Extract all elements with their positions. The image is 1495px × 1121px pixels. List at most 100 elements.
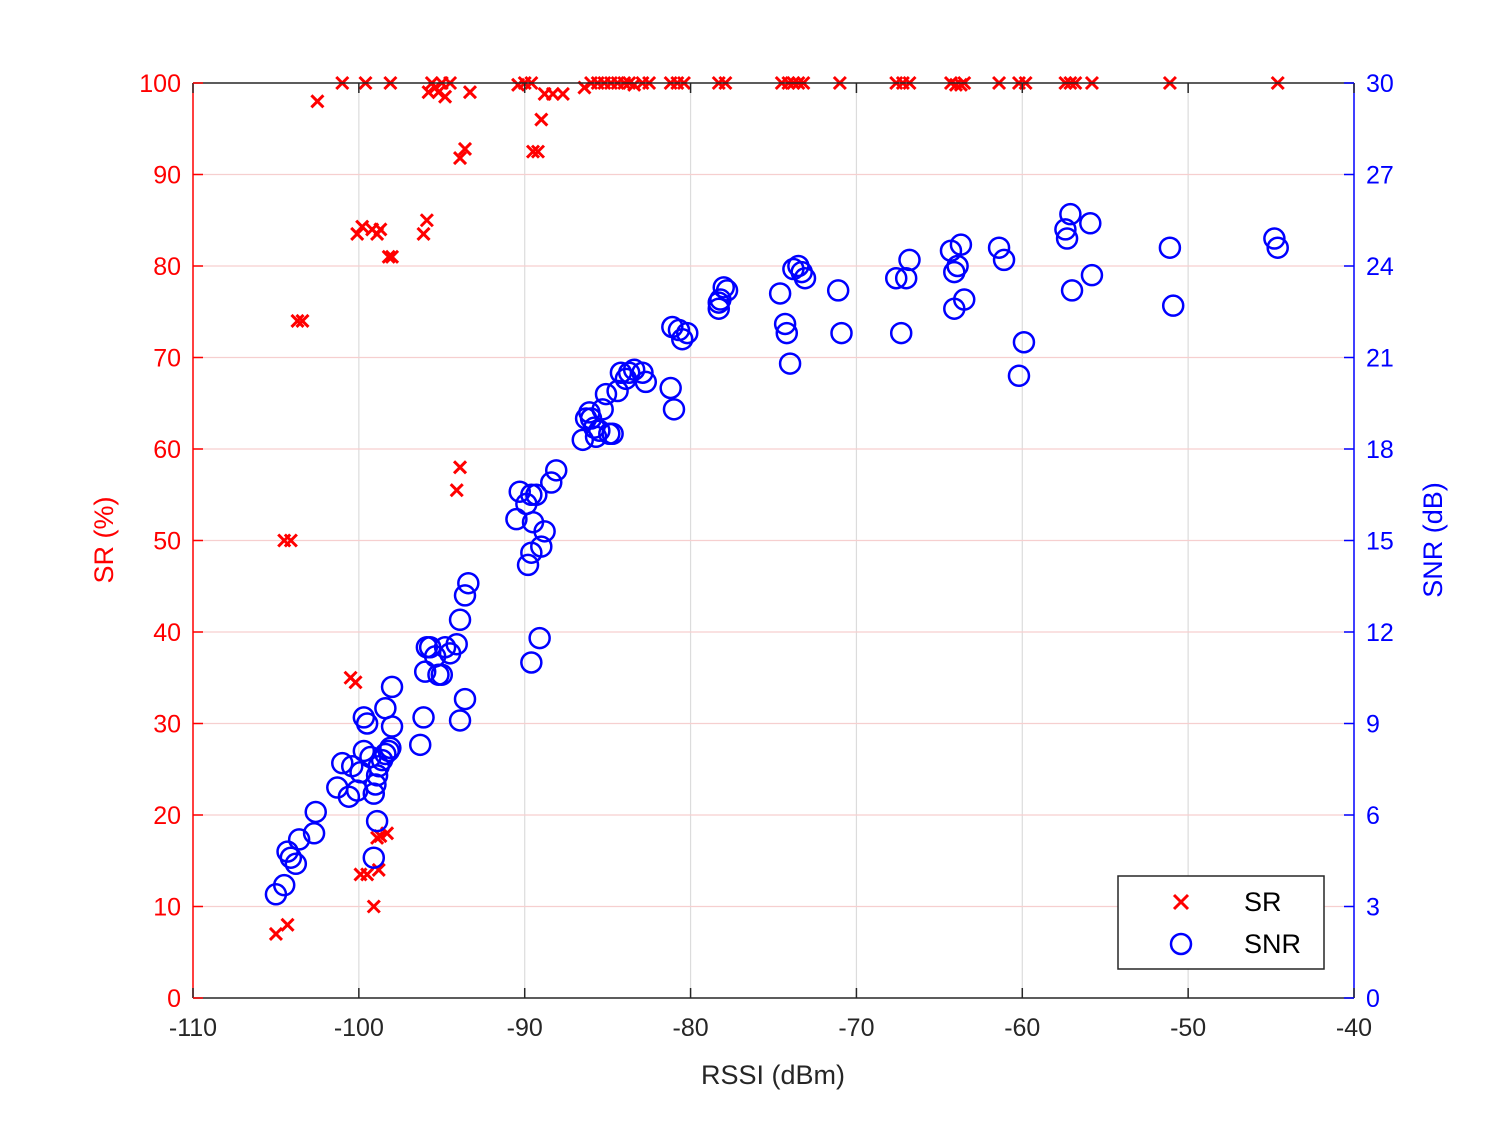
y-tick-label-left: 50 [153,528,181,556]
sr-point [525,144,541,159]
sr-point-stroke [627,77,642,92]
snr-point [826,279,850,302]
snr-point [413,660,437,683]
sr-point [449,483,464,498]
snr-point [380,675,404,699]
snr-point [884,266,908,290]
snr-point [457,571,480,595]
snr-point [445,632,468,656]
snr-point [362,846,386,869]
sr-point [348,675,363,690]
snr-point [830,321,853,345]
snr-point [617,361,641,384]
x-tick-label: -60 [1004,1014,1040,1042]
snr-point [712,276,735,299]
sr-point [280,917,295,932]
y-tick-label-right: 12 [1366,619,1394,647]
sr-point-stroke [360,867,375,882]
snr-point [662,398,686,421]
sr-point [371,862,386,877]
snr-point [379,736,402,760]
sr-point-stroke [449,483,464,498]
y-tick-label-right: 3 [1366,894,1380,922]
snr-point [365,764,389,787]
snr-point [1158,236,1182,259]
snr-point [773,312,797,336]
legend: SR SNR [1117,875,1325,970]
y-tick-label-right: 27 [1366,162,1394,190]
y-tick-label-left: 30 [153,711,181,739]
snr-point [525,483,548,506]
sr-point-stroke [530,144,546,159]
snr-point [775,321,799,345]
x-tick-label: -90 [507,1014,543,1042]
sr-point [360,867,375,882]
snr-point [374,742,397,766]
snr-point [1012,331,1036,354]
snr-point [352,739,376,763]
sr-point-stroke [416,226,431,242]
snr-point [676,321,699,345]
snr-point [949,233,973,256]
y-tick-label-right: 9 [1366,711,1380,739]
snr-point [302,822,326,845]
snr-point [1060,279,1084,302]
legend-label-sr: SR [1244,887,1282,917]
snr-point [533,520,556,543]
y-tick-label-left: 0 [167,985,181,1013]
snr-point [634,370,658,394]
snr-point [1080,263,1104,287]
snr-point [778,352,802,375]
sr-point-stroke [366,899,381,914]
legend-marker-snr [1169,932,1193,956]
sr-point-stroke [419,213,434,228]
snr-point [540,471,563,494]
sr-point [416,226,431,242]
snr-point [707,297,731,320]
y-tick-label-right: 24 [1366,253,1394,281]
x-tick-label: -40 [1336,1014,1372,1042]
sr-point-stroke [555,86,570,102]
y-tick-label-left: 60 [153,436,181,464]
sr-point [452,150,468,166]
sr-point [462,85,478,100]
snr-point [992,248,1016,272]
snr-point [591,398,614,421]
sr-point [457,141,473,156]
snr-point [671,327,694,351]
sr-point-stroke [283,533,298,548]
snr-point [952,288,976,311]
sr-point [384,249,400,264]
snr-point [768,282,792,305]
snr-point [1263,227,1286,250]
sr-point [366,899,381,914]
sr-point-stroke [373,222,388,237]
y-tick-label-right: 0 [1366,985,1380,1013]
snr-point [594,382,618,406]
snr-point [355,712,379,735]
y-tick-label-right: 6 [1366,802,1380,830]
sr-point-stroke [457,141,473,156]
sr-point [534,112,549,127]
sr-point-stroke [348,675,363,690]
sr-point-stroke [384,249,400,264]
snr-point [448,709,472,732]
snr-point [430,663,454,686]
sr-point-stroke [438,89,453,104]
y-axis-title-left: SR (%) [89,497,119,584]
snr-point [793,266,817,290]
sr-point [419,213,434,228]
sr-point-stroke [280,917,295,932]
sr-point-stroke [379,826,395,841]
y-tick-label-left: 100 [139,70,181,98]
snr-point [659,376,682,400]
snr-point [544,459,568,482]
snr-point [505,507,528,531]
sr-point-stroke [452,460,468,475]
snr-point [609,361,633,384]
snr-point [1059,202,1082,226]
sr-point-stroke [350,226,365,242]
snr-point [898,248,921,272]
y-tick-label-right: 18 [1366,436,1394,464]
